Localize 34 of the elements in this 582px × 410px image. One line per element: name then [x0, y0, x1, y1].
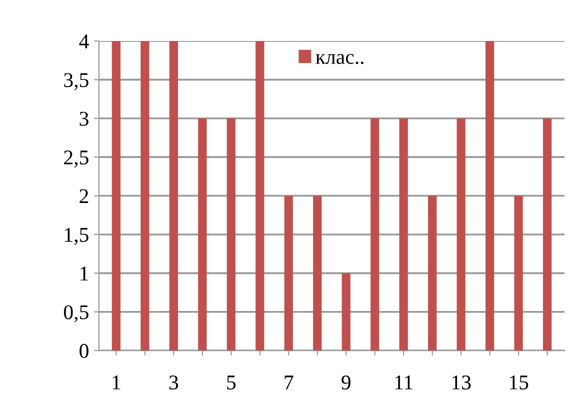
- y-tick-label: 2,5: [64, 150, 88, 168]
- bar: [198, 118, 207, 351]
- x-tick-label: 9: [342, 376, 350, 390]
- bar: [370, 118, 380, 351]
- bar: [112, 41, 120, 351]
- bar: [399, 118, 408, 351]
- x-tick-label: 1: [112, 376, 120, 390]
- bar: [456, 118, 466, 351]
- y-tick-label: 3,5: [64, 73, 88, 90]
- y-tick-label: 2: [80, 189, 88, 204]
- bar: [256, 41, 264, 351]
- bar: [342, 273, 350, 351]
- x-tick-label: 5: [227, 376, 236, 390]
- y-tick-label: 3: [80, 112, 88, 126]
- bar: [169, 41, 178, 351]
- x-tick-label: 3: [169, 376, 178, 390]
- bar: [226, 118, 236, 351]
- bar: [284, 196, 293, 351]
- y-tick-label: 0: [80, 344, 88, 358]
- bar: [514, 196, 523, 351]
- bar: [486, 41, 494, 351]
- x-tick-label: 15: [510, 376, 528, 390]
- y-tick-label: 1,5: [65, 228, 88, 245]
- x-tick-label: 7: [284, 376, 294, 390]
- x-tick-label: 13: [452, 376, 471, 390]
- y-tick-label: 0,5: [64, 305, 88, 322]
- bar: [542, 118, 552, 351]
- bar: [428, 196, 437, 351]
- bar: [140, 41, 150, 351]
- y-tick-label: 4: [79, 34, 89, 48]
- bar: [313, 196, 322, 351]
- legend-label: клас..: [316, 54, 364, 64]
- x-tick-label: 11: [395, 376, 412, 390]
- y-tick-label: 1: [80, 266, 88, 280]
